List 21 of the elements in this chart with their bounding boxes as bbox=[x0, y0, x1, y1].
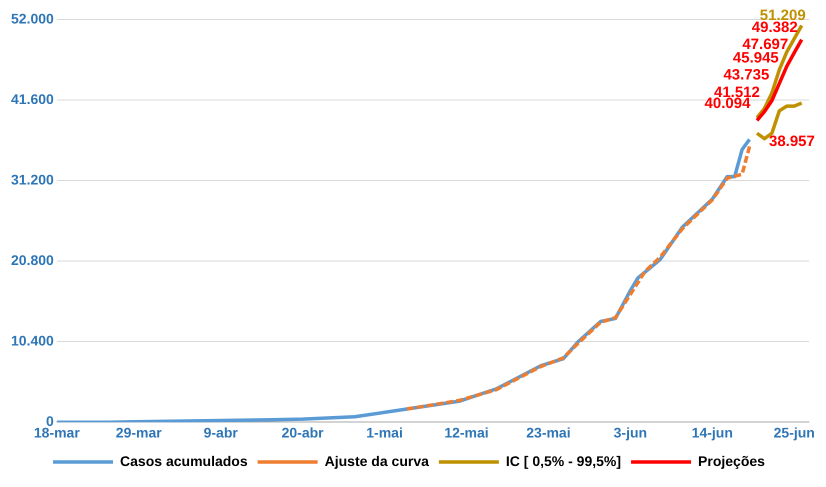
x-tick-label: 14-jun bbox=[692, 424, 733, 440]
x-tick-label: 20-abr bbox=[282, 424, 324, 440]
x-tick-label: 23-mai bbox=[526, 424, 571, 440]
x-tick-label: 12-mai bbox=[444, 424, 489, 440]
y-tick-label: 31.200 bbox=[10, 171, 54, 188]
x-tick-label: 9-abr bbox=[204, 424, 238, 440]
x-tick-label: 25-jun bbox=[774, 424, 815, 440]
y-tick-label: 41.600 bbox=[10, 90, 54, 107]
y-tick-label: 10.400 bbox=[10, 332, 54, 348]
x-tick-label: 3-jun bbox=[614, 424, 648, 440]
legend-label: IC [ 0,5% - 99,5%] bbox=[506, 452, 622, 469]
legend-label: Casos acumulados bbox=[120, 452, 248, 469]
x-tick-label: 1-mai bbox=[366, 424, 403, 440]
data-label: 43.735 bbox=[723, 66, 770, 84]
legend-label: Projeções bbox=[698, 452, 766, 469]
legend-label: Ajuste da curva bbox=[324, 452, 430, 469]
x-tick-label: 29-mar bbox=[116, 424, 162, 440]
y-tick-label: 20.800 bbox=[10, 252, 54, 268]
line-series bbox=[405, 144, 752, 411]
data-label: 38.957 bbox=[768, 133, 815, 150]
y-tick-label: 52.000 bbox=[10, 10, 54, 26]
